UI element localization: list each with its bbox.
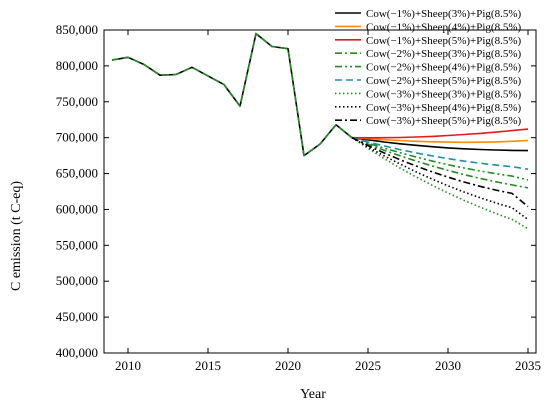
plot-frame xyxy=(103,29,537,354)
y-tick-label: 700,000 xyxy=(56,130,98,145)
legend-label-4: Cow(−2%)+Sheep(3%)+Pig(8.5%) xyxy=(366,48,522,60)
legend-label-7: Cow(−3%)+Sheep(3%)+Pig(8.5%) xyxy=(366,88,522,100)
series-line-3 xyxy=(351,128,529,139)
y-tick-label: 500,000 xyxy=(56,273,98,288)
x-tick-labels: 2010 2015 2020 2025 2030 2035 xyxy=(115,358,541,373)
series-line-8 xyxy=(351,137,529,221)
legend: Cow(−1%)+Sheep(3%)+Pig(8.5%)Cow(−1%)+She… xyxy=(335,8,522,127)
series-line-1 xyxy=(351,136,529,152)
series-lines xyxy=(111,32,529,230)
legend-label-2: Cow(−1%)+Sheep(4%)+Pig(8.5%) xyxy=(366,21,522,33)
legend-label-5: Cow(−2%)+Sheep(4%)+Pig(8.5%) xyxy=(366,62,522,74)
x-tick-label: 2035 xyxy=(515,358,541,373)
series-line-6 xyxy=(351,136,529,170)
y-tick-labels: 400,000 450,000 500,000 550,000 600,000 650,0… xyxy=(56,22,98,360)
y-tick-label: 600,000 xyxy=(56,201,98,216)
legend-label-8: Cow(−3%)+Sheep(4%)+Pig(8.5%) xyxy=(366,102,522,114)
x-axis-title: Year xyxy=(300,387,326,402)
legend-label-9: Cow(−3%)+Sheep(5%)+Pig(8.5%) xyxy=(366,115,522,127)
legend-label-6: Cow(−2%)+Sheep(5%)+Pig(8.5%) xyxy=(366,75,522,87)
historical-line-overlay xyxy=(111,32,353,157)
y-tick-label: 750,000 xyxy=(56,94,98,109)
y-tick-label: 850,000 xyxy=(56,22,98,37)
y-tick-label: 650,000 xyxy=(56,166,98,181)
x-tick-label: 2025 xyxy=(355,358,381,373)
series-line-9 xyxy=(351,136,529,208)
y-tick-label: 450,000 xyxy=(56,309,98,324)
series-line-4 xyxy=(351,136,529,189)
x-tick-label: 2030 xyxy=(435,358,461,373)
series-line-5 xyxy=(351,136,529,181)
x-tick-label: 2010 xyxy=(115,358,141,373)
x-tick-label: 2015 xyxy=(195,358,221,373)
legend-label-1: Cow(−1%)+Sheep(3%)+Pig(8.5%) xyxy=(366,8,522,20)
y-tick-label: 550,000 xyxy=(56,237,98,252)
x-tick-label: 2020 xyxy=(275,358,301,373)
y-axis-title: C emission (t C-eq) xyxy=(9,181,24,291)
legend-label-3: Cow(−1%)+Sheep(5%)+Pig(8.5%) xyxy=(366,35,522,47)
axes xyxy=(103,29,537,354)
y-tick-label: 800,000 xyxy=(56,58,98,73)
y-tick-label: 400,000 xyxy=(56,345,98,360)
series-line-2 xyxy=(351,136,529,144)
